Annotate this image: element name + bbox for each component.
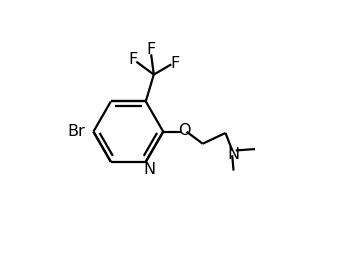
Text: F: F [170,56,180,70]
Text: Br: Br [68,124,86,139]
Text: F: F [146,42,156,57]
Text: N: N [227,147,239,162]
Text: N: N [144,162,156,177]
Text: F: F [128,52,138,67]
Text: O: O [178,123,190,138]
